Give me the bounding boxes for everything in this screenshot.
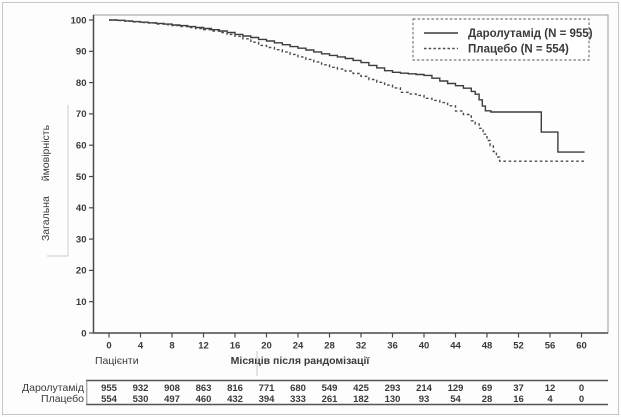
y-tick-label: 0: [81, 328, 86, 339]
x-tick-label: 32: [356, 341, 367, 352]
risk-value: 0: [579, 394, 584, 405]
legend-label-placebo: Плацебо (N = 554): [468, 44, 569, 56]
legend-label-darolutamide: Даролутамід (N = 955): [468, 28, 593, 40]
x-tick-label: 20: [261, 341, 272, 352]
risk-value: 771: [259, 383, 276, 394]
y-tick-label: 10: [76, 297, 87, 308]
y-tick-label: 70: [76, 109, 87, 120]
risk-value: 680: [290, 383, 306, 394]
risk-value: 4: [547, 394, 553, 405]
risk-table-values: 955 932 908 863 816 771 680 549 425 293 214 129 69 37…: [101, 383, 584, 405]
x-tick-label: 60: [576, 341, 587, 352]
plot-frame: [93, 14, 609, 334]
x-tick-label: 36: [387, 341, 398, 352]
legend: Даролутамід (N = 955) Плацебо (N = 554): [412, 18, 593, 61]
x-tick-label: 40: [419, 341, 430, 352]
y-tick-label: 60: [76, 141, 87, 152]
x-tick-label: 16: [230, 341, 241, 352]
curve-placebo: [109, 19, 587, 162]
risk-value: 549: [322, 383, 338, 394]
y-tick-label: 80: [76, 78, 87, 89]
risk-value: 37: [513, 383, 524, 394]
x-tick-label: 44: [450, 341, 461, 352]
risk-value: 261: [322, 394, 339, 405]
risk-value: 932: [133, 383, 149, 394]
risk-value: 93: [419, 394, 430, 405]
x-tick-label: 8: [169, 341, 174, 352]
risk-value: 955: [101, 383, 118, 394]
risk-value: 394: [259, 394, 276, 405]
risk-value: 54: [450, 394, 461, 405]
risk-value: 863: [196, 383, 212, 394]
y-tick-label: 50: [76, 172, 87, 183]
risk-table: Даролутамід Плацебо: [22, 379, 608, 406]
y-tick-label: 90: [76, 47, 87, 58]
survival-curves: [109, 19, 587, 162]
risk-value: 0: [579, 383, 584, 394]
risk-value: 425: [353, 383, 370, 394]
curve-darolutamide: [109, 19, 585, 153]
risk-value: 497: [164, 394, 180, 405]
y-axis-ticks: 0 10 20 30 40 50 60 70 80 90 100: [71, 15, 94, 339]
risk-value: 214: [416, 383, 433, 394]
x-tick-label: 12: [198, 341, 209, 352]
risk-table-header: Пацієнти: [95, 355, 139, 367]
risk-value: 816: [227, 383, 243, 394]
risk-value: 460: [196, 394, 212, 405]
risk-value: 28: [482, 394, 493, 405]
y-tick-label: 100: [71, 15, 87, 26]
x-axis-ticks: 0 4 8 12 16 20 24 28 32 36 40 44 48 52 56 60: [106, 333, 587, 352]
y-tick-label: 20: [76, 266, 87, 277]
risk-value: 432: [227, 394, 243, 405]
y-tick-label: 30: [76, 234, 87, 245]
risk-value: 69: [482, 383, 493, 394]
x-axis-title: Місяців після рандомізації: [231, 355, 371, 367]
x-tick-label: 52: [513, 341, 524, 352]
risk-value: 554: [101, 394, 118, 405]
risk-value: 129: [448, 383, 464, 394]
risk-value: 530: [133, 394, 149, 405]
legend-box: [412, 18, 590, 61]
x-tick-label: 56: [545, 341, 556, 352]
y-tick-label: 40: [76, 203, 87, 214]
risk-row-label-darolutamide: Даролутамід: [22, 382, 84, 394]
risk-value: 908: [164, 383, 180, 394]
risk-row-label-placebo: Плацебо: [41, 393, 84, 405]
risk-value: 130: [385, 394, 401, 405]
x-tick-label: 28: [324, 341, 335, 352]
risk-value: 333: [290, 394, 306, 405]
risk-value: 16: [513, 394, 524, 405]
risk-value: 182: [353, 394, 369, 405]
x-tick-label: 4: [138, 341, 144, 352]
risk-value: 293: [385, 383, 401, 394]
y-axis-title: Загальна ймовірність: [40, 124, 52, 241]
x-tick-label: 0: [106, 341, 111, 352]
x-tick-label: 48: [482, 341, 493, 352]
x-tick-label: 24: [293, 341, 304, 352]
risk-value: 12: [545, 383, 556, 394]
